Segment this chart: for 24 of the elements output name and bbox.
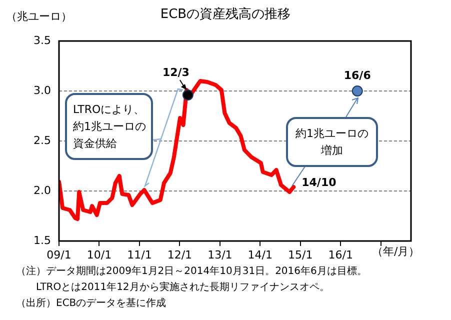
annotation: 14/10 (302, 176, 337, 189)
x-tick-label: 09/1 (46, 248, 72, 262)
y-tick-label: 2.0 (34, 184, 51, 197)
x-tick-label: 10/1 (86, 248, 112, 262)
text: （出所）ECBのデータを基に作成 (16, 296, 166, 310)
x-tick-label: 11/1 (127, 248, 152, 262)
chart-title: ECBの資産残高の推移 (160, 7, 291, 22)
annotation: 12/3 (162, 66, 190, 79)
y-axis-title: （兆ユーロ） (6, 9, 72, 24)
annotation: LTROにより、約1兆ユーロの資金供給 (73, 102, 147, 152)
y-tick-label: 2.5 (34, 134, 51, 147)
y-tick-label: 1.5 (34, 234, 51, 247)
x-tick-label: 15/1 (288, 248, 313, 262)
annotation: 16/6 (344, 68, 372, 82)
y-tick-label: 3.0 (34, 84, 51, 97)
text: （注）データ期間は2009年1月2日～2014年10月31日。2016年6月は目標。 (16, 264, 367, 278)
x-axis-title: （年/月） (372, 244, 420, 259)
x-tick-label: 13/1 (208, 248, 232, 262)
y-tick-label: 3.5 (34, 34, 51, 47)
annotation: 約1兆ユーロの増加 (294, 126, 370, 159)
x-tick-label: 14/1 (248, 248, 272, 262)
x-tick-label: 12/1 (167, 248, 192, 262)
x-tick-label: 16/1 (328, 248, 353, 262)
text: LTROとは2011年12月から実施された長期リファイナンスオペ。 (36, 280, 330, 294)
